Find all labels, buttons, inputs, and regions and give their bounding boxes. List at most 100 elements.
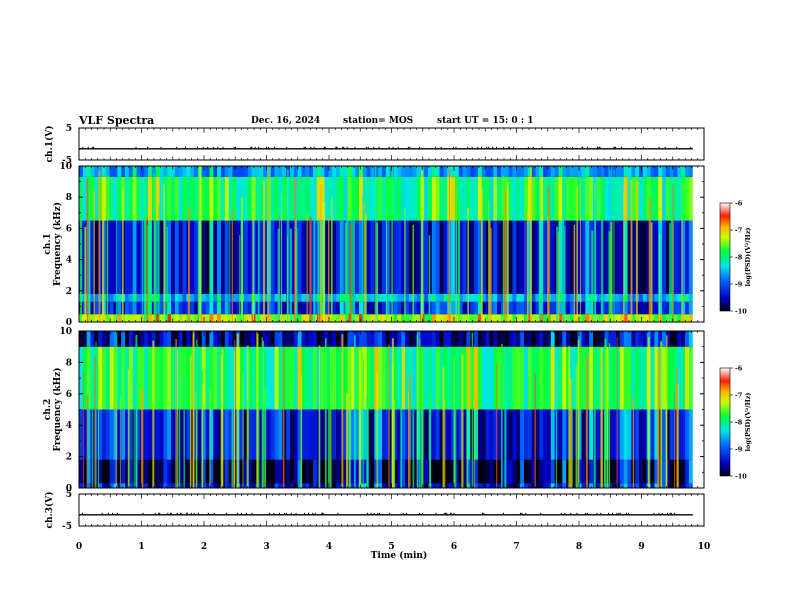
spectrogram-cell (171, 166, 176, 177)
voltage-spike (653, 512, 655, 515)
spectrogram-cell (301, 176, 306, 221)
spectrogram-cell (466, 483, 471, 488)
spectrogram-streak (183, 374, 185, 488)
voltage-spike (389, 512, 391, 515)
spectrogram-cell (240, 483, 245, 488)
spectrogram-cell (550, 166, 556, 177)
spectrogram-cell (366, 301, 371, 315)
spectrogram-cell (301, 166, 306, 177)
spectrogram-cell (424, 483, 429, 488)
spectrogram-cell (328, 220, 333, 294)
spectrogram-cell (485, 293, 490, 302)
spectrogram-cell (616, 346, 621, 410)
spectrogram-cell (566, 166, 571, 177)
spectrogram-cell (673, 346, 678, 410)
voltage-spike (618, 512, 620, 515)
spectrogram-cell (481, 331, 487, 347)
spectrogram-cell (585, 314, 590, 322)
spectrogram-cell (550, 459, 556, 484)
spectrogram-cell (232, 301, 237, 315)
spectrogram-cell (351, 346, 356, 410)
spectrogram-cell (117, 346, 122, 410)
voltage-spike (616, 512, 618, 515)
spectrogram-streak (351, 217, 353, 322)
spectrogram-cell (604, 301, 609, 315)
spectrogram-cell (393, 301, 398, 315)
spectrogram-cell (570, 314, 575, 322)
spectrogram-cell (336, 301, 341, 315)
spectrogram-cell (462, 293, 467, 302)
voltage-spike (245, 512, 247, 515)
spectrogram-streak (141, 218, 143, 322)
spectrogram-cell (351, 176, 356, 221)
spectrogram-cell (543, 483, 548, 488)
spectrogram-cell (665, 220, 671, 294)
spectrogram-cell (370, 409, 375, 460)
spectrogram-cell (359, 176, 364, 221)
spectrogram-streak (166, 227, 169, 322)
spectrogram-cell (102, 166, 107, 177)
spectrogram-cell (535, 314, 540, 322)
y-tick-label: 10 (59, 162, 72, 172)
spectrogram-cell (266, 176, 272, 221)
spectrogram-cell (439, 483, 444, 488)
spectrogram-cell (186, 331, 191, 347)
spectrogram-cell (650, 293, 655, 302)
spectrogram-cell (673, 409, 678, 460)
spectrogram-cell (167, 459, 172, 484)
spectrogram-streak (192, 334, 195, 488)
spectrogram-streak (593, 382, 596, 488)
spectrogram-cell (673, 331, 678, 347)
spectrogram-cell (654, 176, 659, 221)
spectrogram-cell (451, 166, 456, 177)
y-tick-label: 10 (59, 327, 72, 337)
spectrogram-cell (639, 331, 644, 347)
spectrogram-cell (136, 301, 141, 315)
voltage-spike (397, 146, 399, 149)
spectrogram-cell (474, 346, 479, 410)
spectrogram-cell (451, 293, 456, 302)
spectrogram-cell (454, 220, 460, 294)
spectrogram-cell (627, 176, 632, 221)
spectrogram-cell (443, 409, 448, 460)
spectrogram-cell (178, 459, 183, 484)
spectrogram-cell (328, 293, 333, 302)
spectrogram-streak (318, 345, 321, 488)
spectrogram-cell (531, 166, 536, 177)
spectrogram-cell (86, 166, 91, 177)
spectrogram-cell (477, 409, 483, 460)
spectrogram-cell (336, 346, 341, 410)
spectrogram-cell (128, 301, 134, 315)
spectrogram-cell (405, 409, 410, 460)
spectrogram-streak (416, 334, 418, 488)
spectrogram-cell (405, 314, 410, 322)
spectrogram-cell (685, 459, 690, 484)
spectrogram-streak (458, 198, 460, 322)
spectrogram-cell (174, 166, 180, 177)
spectrogram-cell (458, 409, 463, 460)
spectrogram-cell (474, 459, 479, 484)
spectrogram-cell (642, 176, 648, 221)
spectrogram-cell (577, 483, 582, 488)
spectrogram-cell (125, 166, 130, 177)
spectrogram-streak (501, 343, 503, 488)
spectrogram-cell (623, 346, 628, 410)
spectrogram-cell (405, 459, 410, 484)
voltage-spike (197, 512, 199, 515)
spectrogram-cell (159, 176, 164, 221)
spectrogram-cell (435, 459, 440, 484)
voltage-spike (521, 512, 523, 515)
spectrogram-cell (82, 346, 88, 410)
spectrogram-cell (320, 166, 325, 177)
spectrogram-cell (270, 301, 276, 315)
spectrogram-cell (163, 459, 168, 484)
voltage-spike (597, 146, 598, 149)
spectrogram-cell (190, 314, 195, 322)
spectrogram-cell (688, 314, 694, 322)
spectrogram-cell (631, 346, 636, 410)
spectrogram-cell (224, 409, 230, 460)
spectrogram-cell (474, 220, 479, 294)
spectrogram-cell (443, 346, 448, 410)
spectrogram-cell (336, 459, 341, 484)
